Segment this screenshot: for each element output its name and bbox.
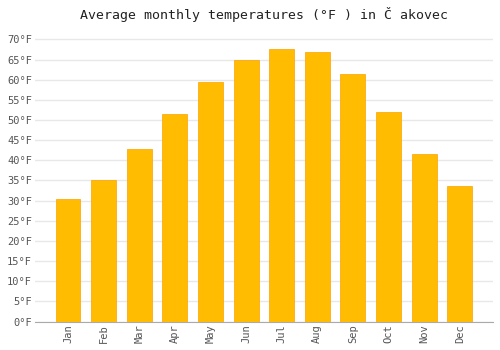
- Bar: [198, 82, 223, 322]
- Bar: [234, 60, 258, 322]
- Bar: [340, 74, 365, 322]
- Bar: [269, 49, 294, 322]
- Title: Average monthly temperatures (°F ) in Č akovec: Average monthly temperatures (°F ) in Č …: [80, 7, 448, 22]
- Bar: [305, 52, 330, 322]
- Bar: [376, 112, 401, 322]
- Bar: [91, 181, 116, 322]
- Bar: [162, 114, 188, 322]
- Bar: [448, 187, 472, 322]
- Bar: [56, 198, 80, 322]
- Bar: [127, 149, 152, 322]
- Bar: [412, 154, 436, 322]
